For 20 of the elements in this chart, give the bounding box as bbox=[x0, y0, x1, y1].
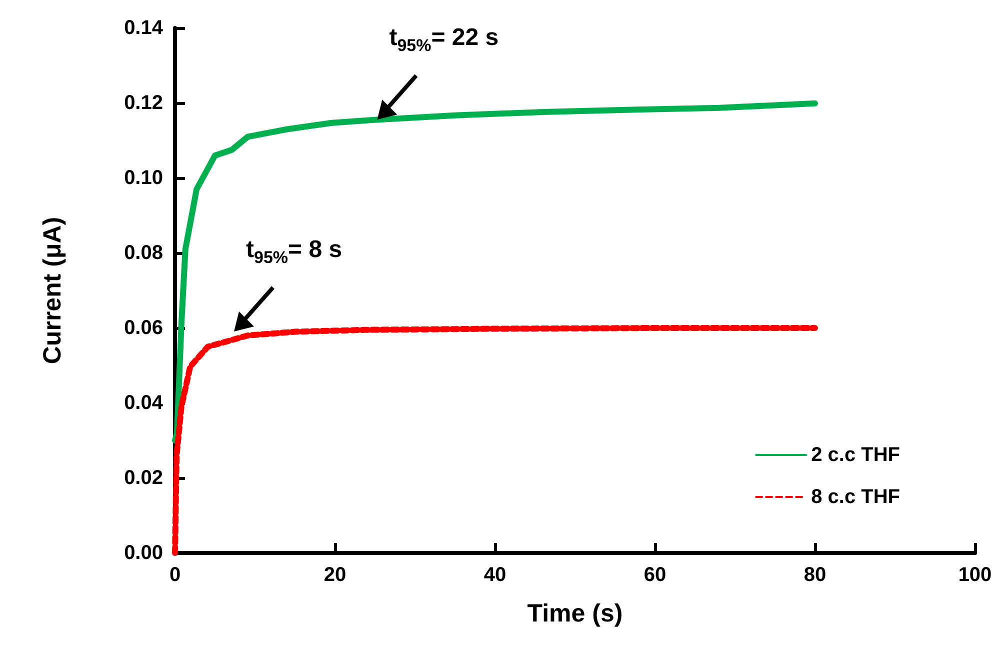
y-tick-label: 0.08 bbox=[124, 242, 163, 264]
legend-label: 2 c.c THF bbox=[811, 444, 900, 466]
y-tick-label: 0.00 bbox=[124, 542, 163, 564]
y-tick-label: 0.02 bbox=[124, 467, 163, 489]
x-tick-label: 80 bbox=[804, 564, 826, 586]
x-tick-label: 100 bbox=[958, 564, 992, 586]
x-tick-label: 60 bbox=[644, 564, 666, 586]
y-tick-label: 0.12 bbox=[124, 92, 163, 114]
y-tick-label: 0.10 bbox=[124, 167, 163, 189]
x-tick-label: 20 bbox=[324, 564, 346, 586]
x-tick-label: 40 bbox=[484, 564, 506, 586]
y-tick-label: 0.06 bbox=[124, 317, 163, 339]
y-tick-label: 0.14 bbox=[124, 17, 164, 39]
y-tick-label: 0.04 bbox=[124, 392, 164, 414]
annotation: t$_{95%}$= 8 s bbox=[246, 236, 342, 268]
y-axis-title: Current (μA) bbox=[38, 216, 66, 364]
x-axis-title: Time (s) bbox=[527, 600, 623, 628]
annotation: t$_{95%}$= 22 s bbox=[389, 24, 499, 56]
legend-label: 8 c.c THF bbox=[811, 486, 900, 508]
x-tick-label: 0 bbox=[169, 564, 181, 586]
